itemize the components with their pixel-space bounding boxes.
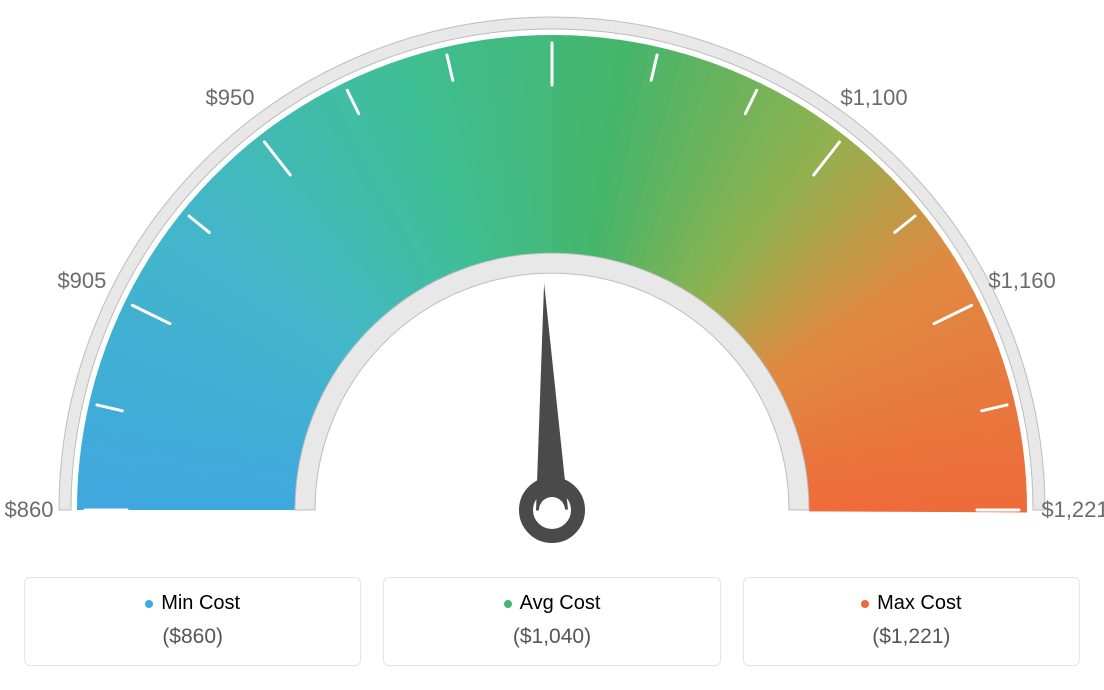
legend-card-avg: Avg Cost ($1,040) — [383, 577, 720, 666]
chart-container: $860$905$950$1,040$1,100$1,160$1,221 Min… — [0, 0, 1104, 690]
gauge-tick-label: $1,221 — [1041, 497, 1104, 523]
gauge-tick-label: $950 — [206, 85, 255, 111]
gauge-tick-label: $860 — [5, 497, 54, 523]
legend-value-avg: ($1,040) — [392, 625, 711, 649]
gauge-area: $860$905$950$1,040$1,100$1,160$1,221 — [0, 0, 1104, 560]
gauge-svg — [0, 0, 1104, 560]
legend-value-min: ($860) — [33, 625, 352, 649]
legend-title-max: Max Cost — [861, 592, 961, 615]
legend-card-min: Min Cost ($860) — [24, 577, 361, 666]
gauge-tick-label: $1,100 — [840, 85, 907, 111]
gauge-tick-label: $1,160 — [988, 268, 1055, 294]
dot-icon — [861, 600, 869, 608]
legend-title-text: Avg Cost — [520, 592, 601, 615]
legend-value-max: ($1,221) — [752, 625, 1071, 649]
gauge-tick-label: $905 — [57, 268, 106, 294]
legend-row: Min Cost ($860) Avg Cost ($1,040) Max Co… — [24, 577, 1080, 666]
legend-title-min: Min Cost — [145, 592, 240, 615]
legend-title-text: Max Cost — [877, 592, 961, 615]
dot-icon — [145, 600, 153, 608]
legend-title-avg: Avg Cost — [504, 592, 601, 615]
dot-icon — [504, 600, 512, 608]
legend-card-max: Max Cost ($1,221) — [743, 577, 1080, 666]
legend-title-text: Min Cost — [161, 592, 240, 615]
